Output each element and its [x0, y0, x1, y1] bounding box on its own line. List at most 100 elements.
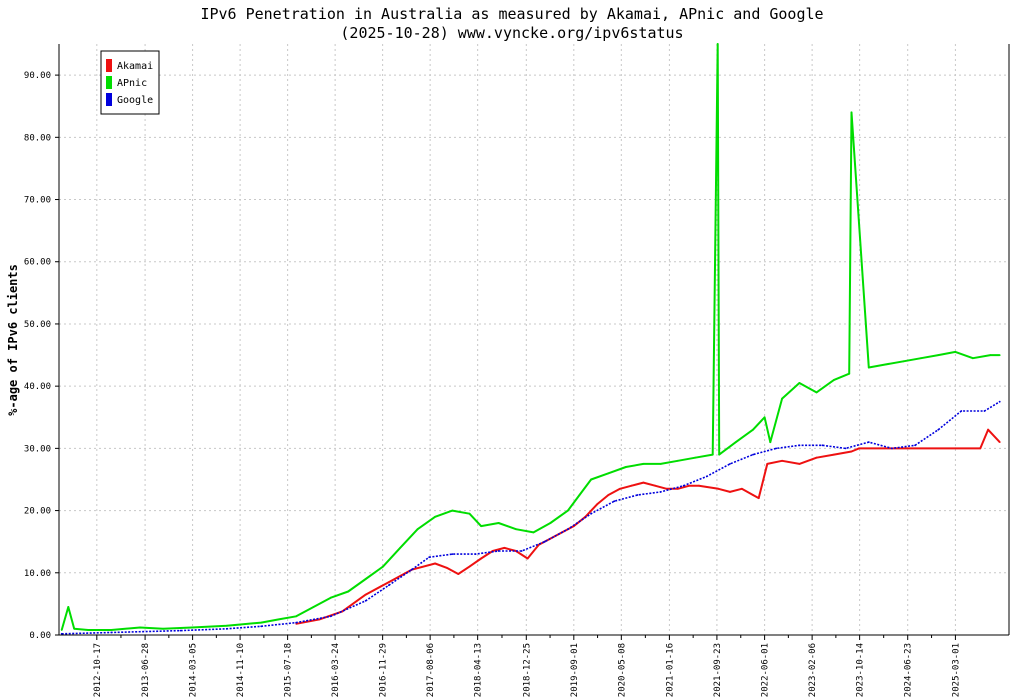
data-point-apnic	[578, 494, 581, 496]
data-point-google	[474, 553, 477, 555]
data-point-apnic	[567, 509, 569, 512]
legend: Akamai APnic Google	[100, 50, 160, 115]
data-point-google	[914, 444, 916, 447]
data-point-apnic	[190, 626, 193, 629]
data-point-apnic	[625, 466, 627, 468]
series-layer	[60, 43, 1001, 635]
x-tick-label: 2016-03-24	[331, 643, 341, 697]
data-point-apnic	[735, 441, 737, 443]
data-point-apnic	[752, 428, 754, 431]
data-point-akamai	[445, 566, 448, 569]
data-point-akamai	[607, 494, 610, 496]
data-point-google	[388, 584, 390, 587]
data-point-akamai	[815, 456, 818, 459]
x-tick-label: 2025-03-01	[951, 643, 961, 697]
data-point-apnic	[769, 441, 772, 443]
data-point-akamai	[987, 428, 989, 431]
data-point-google	[295, 621, 298, 624]
data-point-apnic	[676, 459, 679, 462]
data-point-apnic	[364, 578, 367, 580]
data-point-apnic	[347, 590, 350, 593]
data-point-akamai	[468, 565, 471, 568]
data-point-akamai	[729, 491, 731, 493]
data-point-apnic	[718, 453, 721, 456]
x-tick-label: 2023-10-14	[856, 643, 866, 697]
data-point-apnic	[954, 351, 957, 353]
data-point-akamai	[318, 618, 321, 621]
axes: 0.00 10.00 20.00 30.00 40.00 50.00 60.00 70.00 8…	[24, 44, 1010, 697]
data-point-google	[867, 441, 870, 443]
data-point-apnic	[937, 354, 940, 356]
data-point-google	[428, 556, 431, 559]
data-point-google	[567, 528, 569, 531]
data-point-apnic	[87, 629, 89, 631]
legend-swatch-akamai	[106, 59, 112, 72]
data-point-akamai	[526, 557, 529, 560]
data-point-google	[682, 484, 685, 487]
data-point-akamai	[388, 581, 390, 583]
data-point-google	[775, 447, 778, 450]
data-point-akamai	[480, 557, 482, 560]
data-point-apnic	[434, 515, 436, 518]
x-tick-label: 2020-05-08	[617, 643, 627, 697]
x-tick-label: 2018-04-13	[474, 643, 484, 697]
data-point-apnic	[468, 512, 471, 515]
data-point-google	[60, 632, 63, 635]
data-point-apnic	[382, 565, 384, 568]
data-point-google	[225, 627, 228, 630]
data-point-google	[998, 400, 1001, 403]
data-point-apnic	[399, 547, 401, 549]
y-tick-label: 30.00	[24, 444, 51, 454]
data-point-apnic	[67, 606, 70, 608]
series-google	[60, 400, 1001, 635]
data-point-apnic	[225, 624, 228, 627]
data-point-akamai	[833, 453, 835, 456]
data-point-akamai	[676, 487, 679, 490]
data-point-akamai	[630, 484, 633, 487]
data-point-google	[110, 631, 113, 634]
x-tick-label: 2012-10-17	[93, 643, 103, 697]
legend-swatch-google	[106, 93, 112, 106]
data-point-akamai	[665, 487, 668, 490]
data-point-google	[497, 550, 500, 552]
data-point-apnic	[480, 525, 482, 527]
x-tick-label: 2016-11-29	[379, 643, 389, 697]
data-point-google	[329, 615, 332, 618]
y-tick-label: 90.00	[24, 71, 51, 81]
data-point-apnic	[716, 43, 719, 45]
x-tick-label: 2018-12-25	[522, 643, 532, 697]
data-point-akamai	[781, 459, 783, 462]
data-point-akamai	[717, 487, 720, 490]
data-point-google	[983, 410, 986, 412]
data-point-apnic	[139, 626, 141, 629]
data-point-google	[844, 447, 847, 450]
data-point-google	[960, 410, 963, 412]
data-point-akamai	[858, 447, 860, 450]
data-point-apnic	[763, 416, 766, 419]
series-line-apnic	[60, 43, 1000, 631]
data-point-akamai	[766, 463, 769, 465]
x-tick-label: 2014-11-10	[236, 643, 246, 697]
y-tick-label: 70.00	[24, 196, 51, 206]
data-point-akamai	[457, 573, 460, 575]
data-point-apnic	[972, 357, 974, 360]
data-point-google	[705, 475, 708, 478]
data-point-google	[451, 553, 454, 555]
data-point-apnic	[694, 456, 697, 459]
x-tick-label: 2021-09-23	[713, 643, 723, 697]
data-point-google	[613, 500, 616, 503]
x-tick-label: 2013-06-28	[141, 643, 151, 697]
data-point-apnic	[416, 528, 419, 531]
data-point-apnic	[867, 366, 870, 369]
y-tick-label: 80.00	[24, 133, 51, 143]
series-line-google	[61, 401, 1001, 635]
data-point-google	[636, 494, 639, 496]
x-tick-label: 2015-07-18	[284, 643, 294, 697]
y-tick-label: 40.00	[24, 382, 51, 392]
data-point-apnic	[60, 629, 63, 631]
data-point-apnic	[73, 627, 76, 630]
data-point-akamai	[434, 562, 436, 565]
data-point-apnic	[833, 379, 835, 381]
legend-swatch-apnic	[106, 76, 112, 89]
